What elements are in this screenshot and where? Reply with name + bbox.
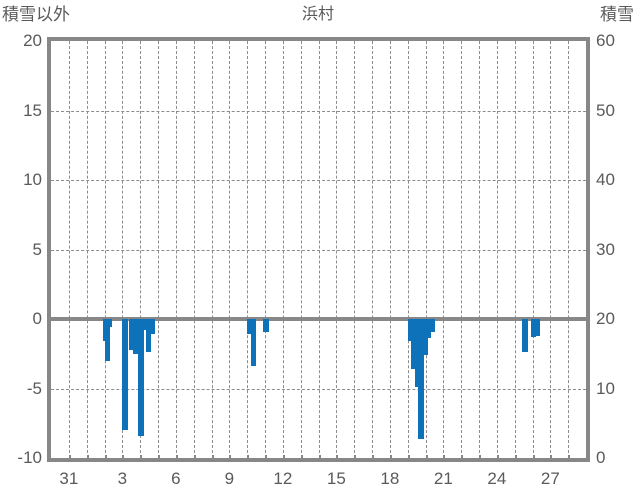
x-axis-tick xyxy=(122,455,125,461)
bar xyxy=(421,319,428,356)
bar xyxy=(133,319,139,354)
x-axis-tick-labels: 31 3 6 9 12 15 18 21 24 27 xyxy=(0,470,636,498)
plot-area xyxy=(47,37,590,462)
bar xyxy=(145,319,152,353)
left-axis-tick-label: -5 xyxy=(26,378,42,398)
plot-inner xyxy=(51,41,586,458)
chart-title: 浜村 xyxy=(301,6,334,23)
right-axis-tick-label: 20 xyxy=(596,309,615,328)
x-axis-tick-label: 31 xyxy=(59,469,79,488)
x-axis-ticks xyxy=(47,455,590,470)
right-axis-tick-label: 10 xyxy=(596,378,615,398)
bar xyxy=(138,319,145,436)
x-axis-tick-label: 24 xyxy=(487,469,507,488)
x-axis-tick xyxy=(443,455,446,461)
right-axis-tick-label: 60 xyxy=(596,31,615,50)
x-axis-tick xyxy=(265,455,267,461)
right-axis-unit-label: 積雪 xyxy=(600,5,634,24)
bar xyxy=(530,319,537,338)
x-axis-tick xyxy=(550,455,553,461)
bar xyxy=(411,319,417,370)
right-axis-tick-label: 30 xyxy=(596,239,615,259)
bar xyxy=(250,319,257,367)
x-axis-tick xyxy=(354,455,357,461)
x-axis-tick-label: 6 xyxy=(171,469,181,488)
x-axis-tick xyxy=(407,455,410,461)
x-axis-tick xyxy=(532,455,535,461)
bar xyxy=(414,319,421,388)
bar xyxy=(122,319,129,431)
x-axis-tick xyxy=(389,455,392,461)
x-axis-tick xyxy=(158,455,160,461)
bar xyxy=(247,319,253,335)
left-axis-tick-label: 5 xyxy=(32,239,42,259)
bar xyxy=(104,319,111,361)
x-axis-tick xyxy=(175,455,178,461)
x-axis-tick xyxy=(496,455,499,461)
x-axis-tick xyxy=(568,455,571,461)
x-axis-tick xyxy=(140,455,143,461)
left-axis-tick-label: 0 xyxy=(32,309,42,328)
zero-baseline xyxy=(51,317,586,321)
left-axis-tick-labels: 20 15 10 5 0 -5 -10 xyxy=(0,0,42,501)
x-axis-tick xyxy=(211,455,214,461)
x-axis-tick xyxy=(318,455,321,461)
bar xyxy=(106,319,112,328)
x-axis-tick-label: 15 xyxy=(326,469,346,488)
x-axis-tick-label: 27 xyxy=(540,469,560,488)
left-axis-tick-label: 15 xyxy=(23,100,42,120)
bar xyxy=(429,319,435,332)
x-axis-tick-label: 18 xyxy=(380,469,400,488)
x-axis-tick xyxy=(300,455,303,461)
x-axis-tick xyxy=(247,455,250,461)
bar xyxy=(141,319,148,331)
horizontal-gridline xyxy=(51,180,586,181)
right-axis-tick-label: 50 xyxy=(596,100,615,120)
left-axis-tick-label: 10 xyxy=(23,170,42,189)
x-axis-tick xyxy=(372,455,374,461)
x-axis-tick xyxy=(425,455,428,461)
right-axis-tick-label: 40 xyxy=(596,170,615,189)
x-axis-tick xyxy=(461,455,464,461)
bar xyxy=(521,319,528,353)
x-axis-tick xyxy=(86,455,89,461)
x-axis-tick xyxy=(479,455,481,461)
horizontal-gridline xyxy=(51,110,586,112)
x-axis-tick xyxy=(104,455,107,461)
x-axis-tick xyxy=(336,455,339,461)
x-axis-tick-label: 3 xyxy=(117,469,128,488)
x-axis-tick xyxy=(193,455,196,461)
x-axis-tick-label: 12 xyxy=(273,469,293,488)
x-axis-tick-label: 21 xyxy=(433,469,453,488)
horizontal-gridline xyxy=(51,249,586,251)
x-axis-tick xyxy=(282,455,285,461)
bar xyxy=(425,319,432,339)
bar xyxy=(407,319,414,342)
left-axis-unit-label: 積雪以外 xyxy=(2,5,70,24)
bar xyxy=(534,319,540,336)
x-axis-tick xyxy=(68,455,71,461)
right-axis-tick-labels: 60 50 40 30 20 10 0 xyxy=(596,0,636,501)
x-axis-tick xyxy=(229,455,232,461)
left-axis-tick-label: 20 xyxy=(23,31,42,50)
horizontal-gridline xyxy=(51,388,586,390)
right-axis-tick-label: 0 xyxy=(596,448,606,467)
bar xyxy=(263,319,269,332)
bar xyxy=(149,319,155,335)
x-axis-tick xyxy=(514,455,517,461)
bar xyxy=(418,319,425,439)
bar xyxy=(129,319,136,350)
x-axis-tick-label: 9 xyxy=(224,469,235,488)
left-axis-tick-label: -10 xyxy=(17,448,42,467)
